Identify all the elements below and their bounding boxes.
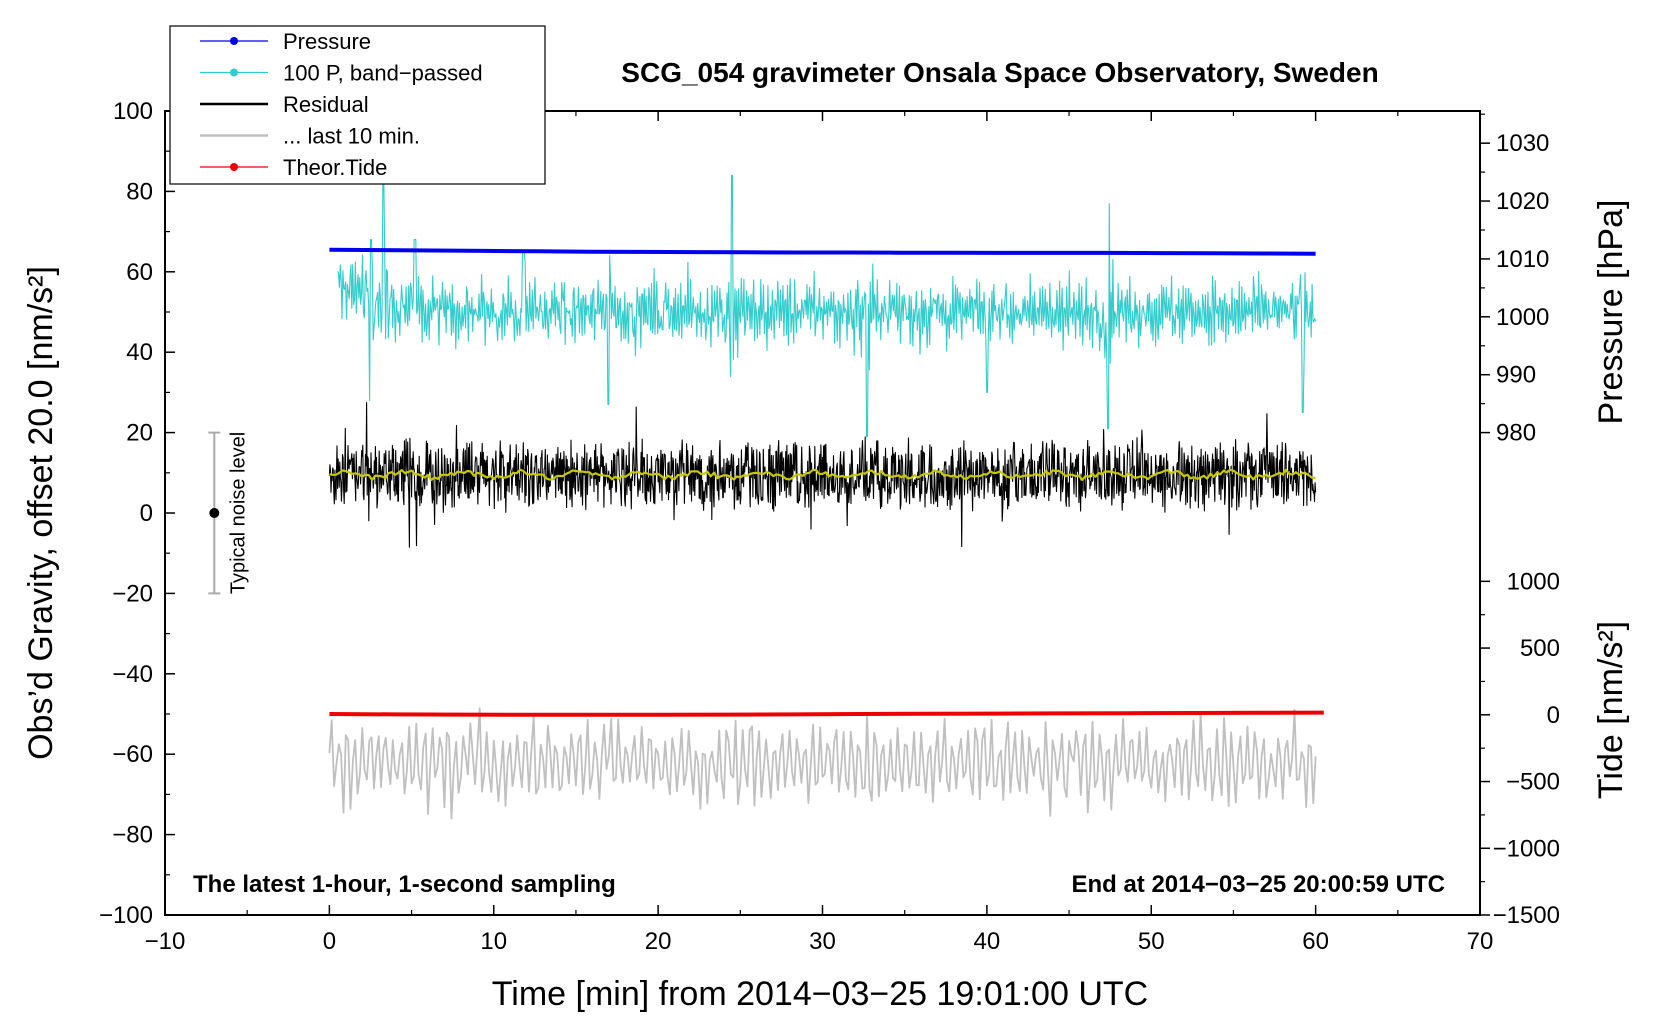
series-layer (328, 174, 1324, 820)
legend-entry: Pressure (200, 29, 371, 54)
axes-layer: −10 0 10 20 30 40 50 60 70−100−80−60−40−20020406… (99, 98, 1560, 955)
noise-level-label: Typical noise level (227, 432, 249, 594)
y-tick-label: −60 (112, 741, 153, 768)
moving-mean-line (329, 468, 1316, 482)
legend-marker (230, 37, 238, 45)
legend-entry: 100 P, band−passed (200, 61, 483, 86)
legend-label: Residual (283, 92, 369, 117)
pressure-axis-label: Pressure [hPa] (1592, 200, 1630, 425)
y-tick-label: 80 (126, 178, 153, 205)
y-tick-label: 100 (113, 98, 153, 125)
y-axis-label: Obs’d Gravity, offset 20.0 [nm/s²] (22, 266, 60, 760)
sampling-note: The latest 1-hour, 1-second sampling (193, 871, 616, 898)
y-tick-label: −80 (112, 822, 153, 849)
pressure-tick-label: 990 (1496, 362, 1536, 389)
x-tick-label: −10 (145, 928, 186, 955)
x-axis-label: Time [min] from 2014−03−25 19:01:00 UTC (492, 975, 1148, 1013)
pressure-tick-label: 1020 (1496, 188, 1549, 215)
x-tick-label: 70 (1467, 928, 1494, 955)
pressure-tick-label: 1030 (1496, 130, 1549, 157)
y-tick-label: 60 (126, 259, 153, 286)
legend-entry: ... last 10 min. (200, 124, 420, 149)
legend-label: Pressure (283, 29, 371, 54)
x-tick-label: 0 (323, 928, 336, 955)
x-tick-label: 60 (1302, 928, 1329, 955)
pressure-tick-label: 1000 (1496, 304, 1549, 331)
y-tick-label: −100 (99, 902, 153, 929)
x-tick-label: 20 (645, 928, 672, 955)
pressure-line (329, 247, 1316, 256)
legend-marker (230, 68, 238, 77)
legend-label: ... last 10 min. (283, 124, 420, 149)
chart-title: SCG_054 gravimeter Onsala Space Observat… (621, 57, 1378, 88)
band-passed-pressure-line (337, 174, 1317, 438)
end-time-note: End at 2014−03−25 20:00:59 UTC (1071, 871, 1445, 898)
tide-tick-label: 0 (1547, 702, 1560, 729)
tide-tick-label: 1000 (1507, 568, 1560, 595)
last-10-min-line (328, 707, 1317, 820)
y-tick-label: 20 (126, 420, 153, 447)
x-tick-label: 40 (974, 928, 1001, 955)
x-tick-label: 10 (480, 928, 507, 955)
y-tick-label: 0 (140, 500, 153, 527)
noise-level-indicator: Typical noise level (208, 431, 249, 595)
tide-tick-label: −1500 (1493, 902, 1560, 929)
pressure-tick-label: 980 (1496, 420, 1536, 447)
x-tick-label: 30 (809, 928, 836, 955)
legend-marker (230, 163, 238, 171)
y-tick-label: −20 (112, 580, 153, 607)
pressure-tick-label: 1010 (1496, 246, 1549, 273)
x-tick-label: 50 (1138, 928, 1165, 955)
tide-tick-label: 500 (1520, 635, 1560, 662)
tide-tick-label: −1000 (1493, 835, 1560, 862)
tide-axis-label: Tide [nm/s²] (1592, 621, 1630, 799)
noise-bar-center-dot (209, 508, 220, 518)
theor-tide-line (329, 710, 1324, 717)
y-tick-label: −40 (112, 661, 153, 688)
legend-label: Theor.Tide (283, 155, 387, 180)
tide-tick-label: −500 (1506, 769, 1560, 796)
legend-entry: Theor.Tide (200, 155, 387, 180)
legend-entry: Residual (200, 92, 369, 117)
y-tick-label: 40 (126, 339, 153, 366)
legend-label: 100 P, band−passed (283, 61, 483, 86)
legend: Pressure 100 P, band−passed Residual ... la… (169, 25, 546, 185)
